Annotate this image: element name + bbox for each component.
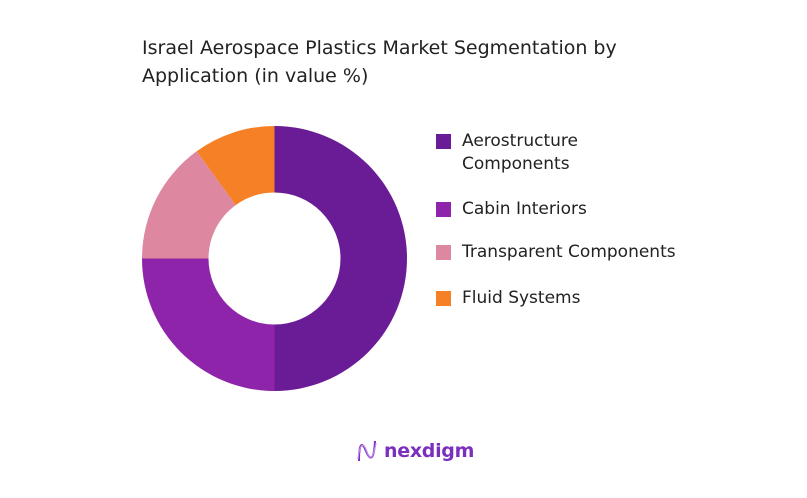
- donut-slice-transparent-components: [142, 151, 236, 259]
- donut-slice-aerostructure-components: [274, 126, 407, 391]
- legend-swatch: [436, 291, 451, 306]
- legend-item-aerostructure: Aerostructure Components: [436, 130, 578, 176]
- legend-swatch: [436, 245, 451, 260]
- legend-swatch: [436, 134, 451, 149]
- donut-slice-fluid-systems: [196, 126, 275, 206]
- legend-item-fluid: Fluid Systems: [436, 287, 580, 310]
- logo-wave-icon: [357, 440, 377, 462]
- legend-label: Fluid Systems: [462, 288, 581, 308]
- donut-slice-cabin-interiors: [142, 258, 275, 391]
- legend-swatch: [436, 202, 451, 217]
- logo-text: nexdigm: [384, 440, 475, 462]
- legend-item-transparent: Transparent Components: [436, 241, 676, 264]
- legend-item-cabin: Cabin Interiors: [436, 198, 587, 221]
- legend-label: Cabin Interiors: [462, 199, 587, 219]
- legend-label: Aerostructure Components: [462, 131, 578, 174]
- legend-label: Transparent Components: [462, 242, 676, 262]
- nexdigm-logo: nexdigm: [356, 439, 474, 463]
- chart-title: Israel Aerospace Plastics Market Segment…: [142, 37, 617, 87]
